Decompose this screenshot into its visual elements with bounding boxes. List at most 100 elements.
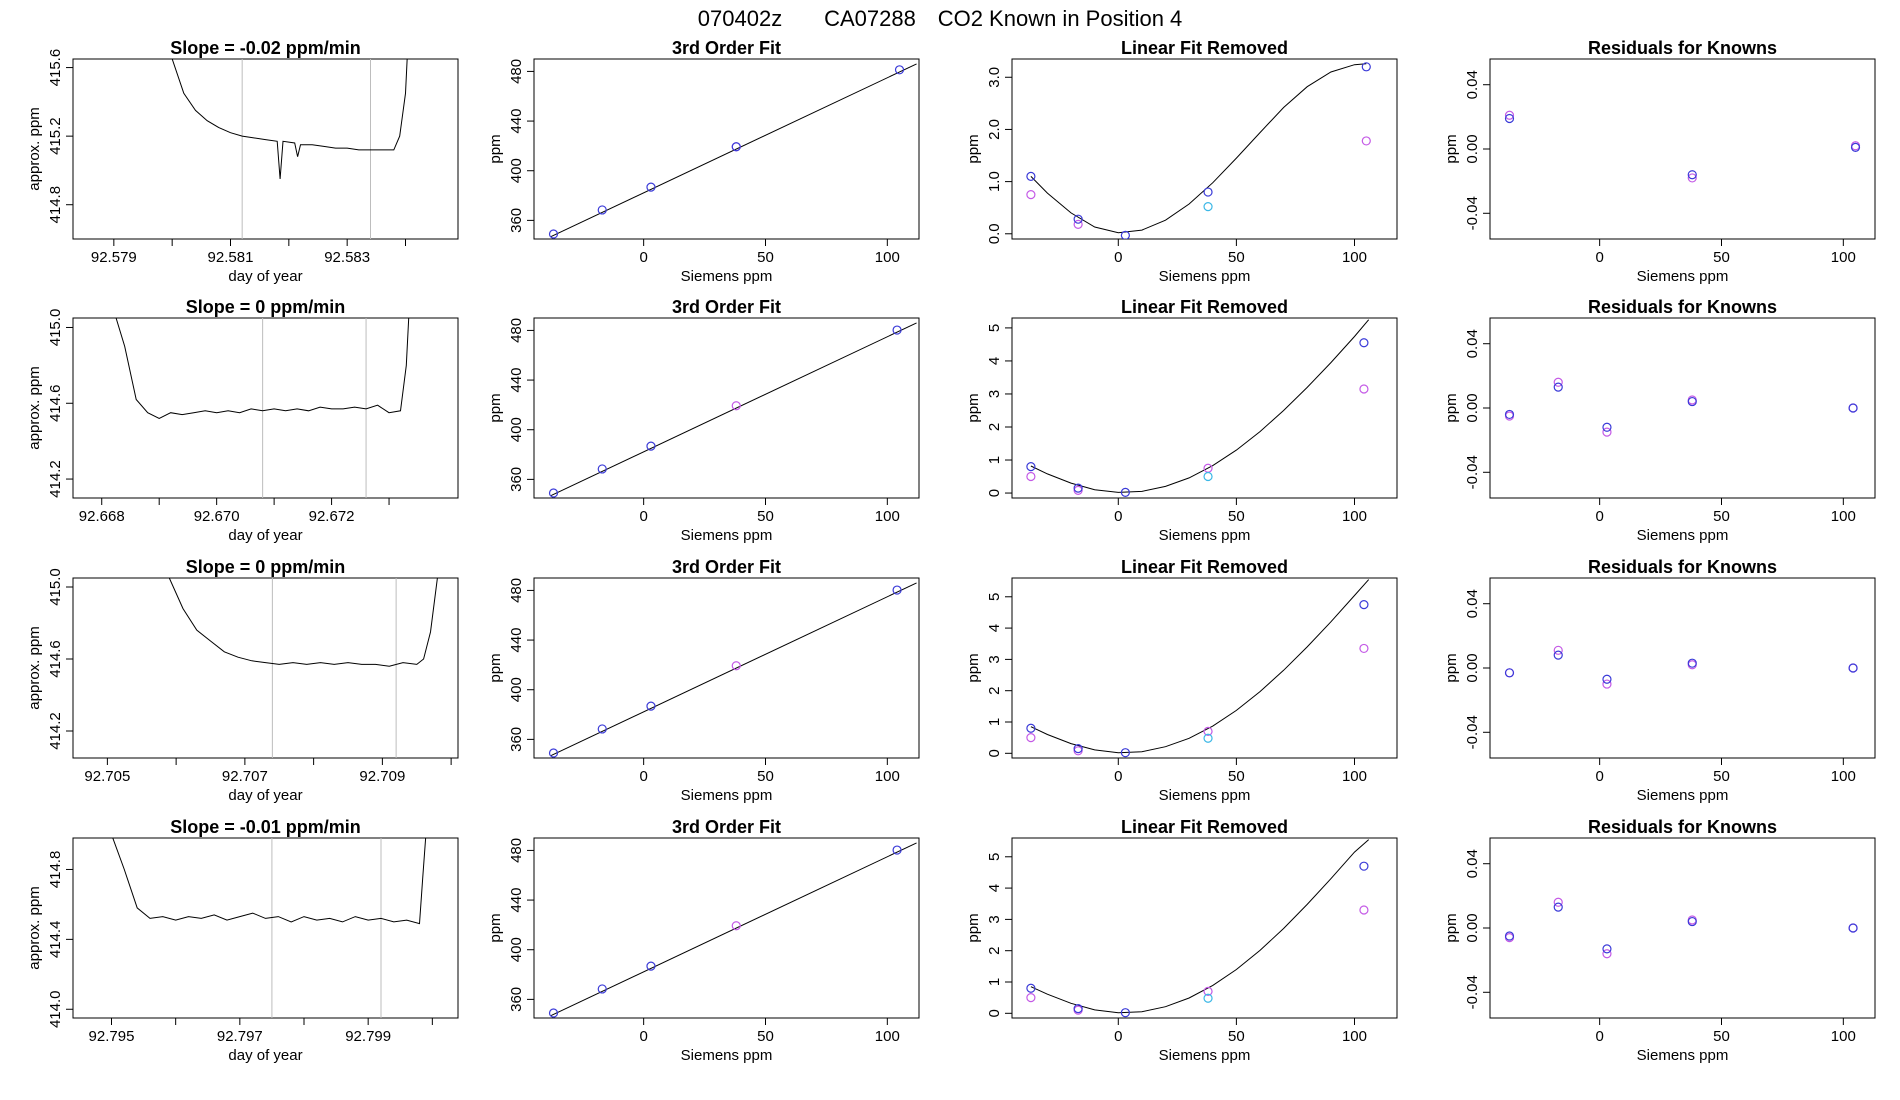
panel-title: 3rd Order Fit	[672, 557, 781, 577]
data-point-tertiary	[1203, 733, 1213, 743]
data-point-primary	[1850, 142, 1861, 152]
data-point-primary	[1504, 931, 1515, 941]
data-point-primary	[1504, 668, 1515, 678]
data-point-primary	[1026, 462, 1036, 472]
x-axis-label: Siemens ppm	[1159, 268, 1251, 285]
plot-frame	[1489, 317, 1876, 499]
data-point-primary	[1120, 748, 1130, 758]
panel-title: Linear Fit Removed	[1121, 817, 1288, 837]
x-axis-label: Siemens ppm	[1637, 268, 1729, 285]
y-tick-label: 415.6	[47, 49, 64, 87]
y-axis-label: ppm	[965, 913, 982, 942]
y-tick-label: 0.04	[1464, 329, 1481, 358]
x-tick-label: 92.581	[208, 249, 254, 266]
x-tick-label: 92.672	[309, 508, 355, 525]
plot-frame	[533, 58, 920, 240]
data-point-primary	[1687, 170, 1697, 180]
y-tick-label: 360	[508, 208, 525, 233]
plot-frame	[533, 577, 920, 759]
y-axis-label: ppm	[1443, 653, 1460, 682]
panel-title: Slope = 0 ppm/min	[186, 297, 346, 317]
plot-frame	[1011, 317, 1398, 499]
x-tick-label: 100	[875, 249, 900, 266]
panel-grid: Slope = -0.02 ppm/min 92.579 92.581 92.583 4…	[26, 38, 1876, 1064]
x-axis-label: Siemens ppm	[1159, 787, 1251, 804]
y-axis-label: ppm	[965, 134, 982, 163]
x-axis-label: day of year	[228, 787, 302, 804]
x-tick-label: 0	[1595, 508, 1603, 525]
data-point-primary	[894, 65, 905, 75]
data-point-primary	[1073, 744, 1083, 754]
y-axis-label: ppm	[487, 913, 504, 942]
data-point-primary	[646, 961, 656, 971]
x-tick-label: 100	[875, 1028, 900, 1045]
plot-area	[168, 578, 438, 758]
y-tick-label: 480	[508, 318, 525, 343]
y-tick-label: 4	[986, 357, 1003, 365]
y-tick-label: 0	[986, 749, 1003, 757]
data-point-primary	[731, 142, 741, 152]
data-point-primary	[892, 325, 902, 335]
y-tick-label: 414.0	[47, 990, 64, 1028]
data-point-primary	[1602, 944, 1612, 954]
data-point-primary	[1073, 1004, 1083, 1014]
y-axis-label: approx. ppm	[26, 366, 43, 449]
y-tick-label: 440	[508, 628, 525, 653]
y-tick-label: 2	[986, 423, 1003, 431]
plot-area	[548, 322, 917, 498]
y-tick-label: 415.0	[47, 568, 64, 606]
fit-curve	[1030, 579, 1370, 754]
y-tick-label: 4	[986, 624, 1003, 632]
y-tick-label: 3.0	[986, 67, 1003, 88]
plot-frame	[1011, 58, 1398, 240]
x-tick-label: 50	[1713, 249, 1730, 266]
x-tick-label: 0	[1114, 1028, 1122, 1045]
x-tick-label: 50	[1713, 768, 1730, 785]
plot-frame	[72, 317, 459, 499]
panel-title: Residuals for Knowns	[1588, 557, 1777, 577]
x-tick-label: 0	[1595, 768, 1603, 785]
data-point-secondary	[1553, 645, 1563, 655]
data-point-primary	[1361, 62, 1371, 72]
y-tick-label: 0.04	[1464, 589, 1481, 618]
x-tick-label: 0	[639, 508, 647, 525]
plot-area	[1504, 645, 1858, 689]
data-point-primary	[1553, 902, 1563, 912]
plot-frame	[1489, 58, 1876, 240]
data-point-primary	[646, 441, 656, 451]
plot-area	[548, 63, 917, 239]
run-id: 070402z	[698, 6, 782, 31]
data-point-secondary	[1026, 190, 1036, 200]
data-point-primary	[1203, 187, 1213, 197]
plot-frame	[1489, 577, 1876, 759]
y-tick-label: 360	[508, 727, 525, 752]
y-tick-label: 414.4	[47, 921, 64, 959]
data-point-primary	[1359, 600, 1369, 610]
y-tick-label: 480	[508, 838, 525, 863]
x-axis-label: day of year	[228, 268, 302, 285]
y-tick-label: 0.0	[986, 223, 1003, 244]
concentration-trace	[112, 838, 427, 925]
data-point-primary	[597, 464, 607, 474]
y-axis-label: ppm	[487, 653, 504, 682]
x-tick-label: 100	[1342, 1028, 1367, 1045]
data-point-primary	[597, 724, 607, 734]
panel-r1-resid: Residuals for Knowns 0 50 100 -0.04 0.00 0.04 S…	[1443, 38, 1876, 285]
y-tick-label: 360	[508, 467, 525, 492]
x-tick-label: 50	[757, 1028, 774, 1045]
x-tick-label: 100	[1831, 1028, 1856, 1045]
panel-r4-fit: 3rd Order Fit 0 50 100 360 400 440 480 Siemens p…	[487, 817, 920, 1064]
x-tick-label: 92.799	[345, 1028, 391, 1045]
x-tick-label: 0	[1595, 249, 1603, 266]
y-tick-label: 400	[508, 677, 525, 702]
data-point-primary	[1848, 403, 1858, 413]
plot-frame	[1011, 577, 1398, 759]
data-point-primary	[1504, 113, 1515, 124]
data-point-secondary	[1026, 993, 1036, 1003]
data-point-primary	[597, 984, 607, 994]
y-tick-label: 1	[986, 718, 1003, 726]
x-tick-label: 92.583	[324, 249, 370, 266]
y-tick-label: 2	[986, 947, 1003, 955]
y-axis-label: ppm	[965, 653, 982, 682]
